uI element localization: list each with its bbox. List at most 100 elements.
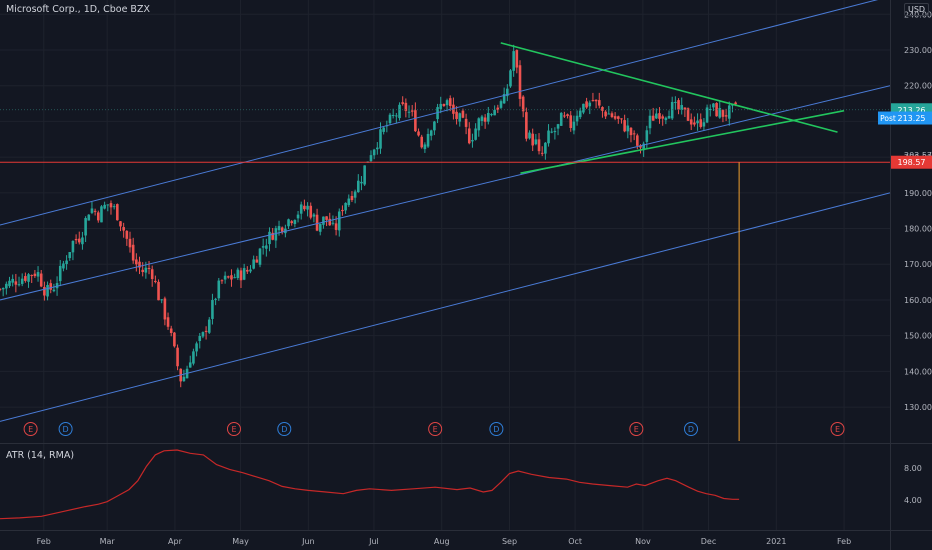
candle-body-183	[578, 110, 582, 118]
candle-body-224	[708, 109, 712, 111]
trendline-triangle-lower	[520, 109, 845, 174]
candle-body-10	[30, 275, 34, 277]
candle-body-147	[464, 118, 468, 127]
candle-body-199	[629, 127, 633, 136]
candle-body-67	[211, 300, 214, 319]
candle-body-70	[220, 280, 224, 282]
candle-body-17	[52, 289, 56, 292]
event-marker-4	[428, 422, 443, 436]
candle-body-12	[36, 272, 40, 277]
x-tick-label-3: May	[232, 537, 249, 546]
candle-body-27	[84, 218, 87, 236]
candle-body-42	[131, 244, 135, 261]
candle-body-181	[572, 121, 576, 131]
y-tick-label-0: 130.00	[904, 403, 932, 412]
candle-body-222	[702, 122, 706, 127]
candle-body-226	[715, 103, 718, 117]
candle-body-61	[192, 351, 195, 364]
candle-body-117	[369, 155, 373, 162]
event-marker-7	[684, 422, 699, 436]
candle-body-157	[496, 107, 500, 110]
candle-body-175	[553, 130, 557, 133]
event-marker-1	[58, 422, 73, 436]
candle-body-121	[382, 127, 385, 132]
candle-body-104	[328, 218, 332, 226]
candle-body-107	[337, 211, 341, 231]
candle-body-99	[312, 214, 316, 217]
x-tick-label-5: Jul	[368, 537, 379, 546]
candle-body-206	[651, 115, 655, 121]
candle-body-162	[512, 51, 515, 71]
candle-body-88	[277, 226, 281, 231]
x-tick-label-4: Jun	[301, 537, 315, 546]
candle-body-142	[448, 98, 452, 106]
candle-body-6	[17, 284, 21, 286]
candle-body-106	[334, 223, 338, 230]
candle-body-169	[534, 139, 538, 145]
candle-body-20	[62, 263, 65, 269]
candle-body-37	[116, 204, 119, 221]
candle-body-210	[664, 117, 668, 121]
candle-body-110	[347, 198, 351, 206]
candle-body-58	[182, 376, 186, 382]
x-tick-label-11: 2021	[766, 537, 786, 546]
candle-body-194	[613, 116, 617, 119]
event-marker-2	[226, 422, 241, 436]
y-tick-label-1: 140.00	[904, 367, 932, 376]
candle-body-192	[607, 113, 611, 115]
candle-body-36	[112, 206, 116, 208]
atr-title: ATR (14, RMA)	[6, 450, 75, 461]
candle-body-187	[591, 100, 595, 102]
candle-body-200	[632, 133, 636, 135]
candle-body-133	[420, 136, 424, 148]
price-label-hline-bg	[891, 155, 932, 169]
candle-body-21	[65, 260, 68, 265]
candle-body-130	[410, 110, 414, 112]
currency-badge[interactable]: USD	[904, 3, 930, 16]
candle-body-232	[734, 102, 737, 105]
event-label-1: D	[63, 425, 69, 434]
candle-body-197	[623, 120, 626, 132]
candle-body-150	[474, 128, 477, 140]
candle-body-140	[442, 104, 446, 106]
candle-body-45	[141, 269, 144, 273]
candle-body-40	[125, 230, 129, 239]
candle-body-68	[214, 298, 217, 300]
x-tick-label-12: Feb	[837, 537, 851, 546]
candle-body-51	[160, 299, 164, 301]
price-label-hline: 198.57	[898, 158, 926, 167]
candle-body-49	[154, 280, 157, 283]
candle-body-77	[242, 268, 246, 280]
trendline-channel-lower	[0, 192, 891, 422]
candle-body-202	[639, 145, 642, 148]
candle-body-64	[201, 332, 205, 337]
candle-body-189	[597, 100, 601, 106]
candle-body-176	[556, 124, 560, 129]
candle-body-158	[499, 101, 503, 108]
event-label-7: D	[688, 425, 694, 434]
candle-body-56	[176, 347, 179, 367]
candle-body-22	[68, 252, 72, 259]
candle-body-135	[426, 133, 430, 147]
candle-body-143	[452, 104, 455, 114]
candle-body-216	[683, 107, 687, 110]
candle-body-146	[461, 110, 465, 118]
event-label-8: E	[835, 425, 840, 434]
candle-body-211	[667, 115, 671, 119]
candle-body-87	[274, 228, 278, 241]
candle-body-156	[493, 110, 496, 116]
x-tick-label-0: Feb	[37, 537, 51, 546]
candle-body-3	[8, 280, 11, 287]
price-label-post: 213.25	[898, 114, 926, 123]
candle-body-26	[81, 237, 84, 245]
candle-body-149	[471, 140, 474, 142]
price-label-last: 213.26	[898, 106, 926, 115]
candle-body-28	[87, 214, 91, 221]
candle-body-84	[265, 245, 268, 249]
candle-body-1	[1, 287, 5, 290]
candle-body-8	[24, 276, 27, 281]
candle-body-161	[509, 70, 512, 87]
candle-body-53	[166, 317, 170, 327]
candle-body-148	[467, 128, 471, 144]
